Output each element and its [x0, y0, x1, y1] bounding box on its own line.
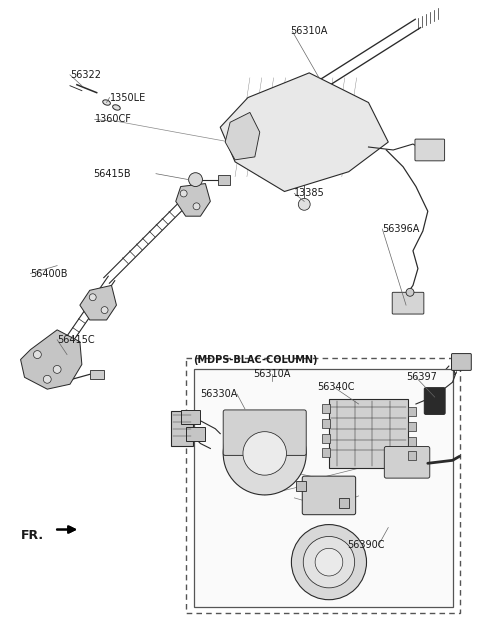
Text: 56322: 56322 — [70, 70, 101, 80]
Polygon shape — [80, 286, 117, 320]
Text: 13385: 13385 — [294, 188, 325, 198]
Circle shape — [291, 525, 367, 600]
Bar — [322, 404, 330, 413]
Bar — [322, 434, 330, 443]
Text: 1350LE: 1350LE — [109, 93, 146, 102]
Circle shape — [101, 307, 108, 314]
FancyBboxPatch shape — [424, 388, 445, 415]
Text: FR.: FR. — [21, 529, 44, 542]
Circle shape — [89, 294, 96, 301]
Bar — [408, 452, 416, 460]
FancyBboxPatch shape — [384, 446, 430, 478]
Circle shape — [315, 548, 343, 576]
Circle shape — [243, 432, 287, 475]
Polygon shape — [21, 330, 82, 389]
Text: 56330A: 56330A — [201, 389, 238, 399]
Bar — [186, 357, 460, 612]
Bar — [322, 419, 330, 428]
Circle shape — [180, 190, 187, 197]
Text: 56400B: 56400B — [30, 268, 68, 279]
Text: (MDPS-BLAC-COLUMN): (MDPS-BLAC-COLUMN) — [193, 354, 318, 364]
Bar — [296, 481, 306, 491]
Ellipse shape — [113, 105, 120, 110]
Circle shape — [406, 288, 414, 296]
FancyBboxPatch shape — [452, 354, 471, 370]
Circle shape — [189, 173, 203, 186]
FancyBboxPatch shape — [392, 293, 424, 314]
Circle shape — [298, 198, 310, 211]
Bar — [408, 407, 416, 416]
Text: 1360CF: 1360CF — [95, 114, 132, 124]
Bar — [193, 370, 453, 607]
Bar — [186, 427, 205, 441]
Text: 56310A: 56310A — [253, 370, 290, 379]
Ellipse shape — [103, 100, 110, 105]
Polygon shape — [220, 73, 388, 191]
FancyBboxPatch shape — [415, 139, 444, 161]
Text: 56397: 56397 — [406, 372, 437, 382]
Bar — [322, 448, 330, 457]
Text: 56415B: 56415B — [93, 169, 131, 179]
Circle shape — [303, 536, 355, 588]
Polygon shape — [225, 113, 260, 160]
Circle shape — [34, 350, 41, 359]
Bar — [408, 436, 416, 445]
Bar — [408, 422, 416, 431]
Circle shape — [223, 412, 306, 495]
FancyBboxPatch shape — [223, 410, 306, 455]
Text: 56310A: 56310A — [290, 26, 328, 36]
Bar — [171, 411, 192, 445]
Bar — [180, 410, 201, 424]
Bar — [90, 370, 104, 379]
Polygon shape — [176, 184, 210, 216]
Text: 56415C: 56415C — [57, 335, 95, 345]
Circle shape — [53, 366, 61, 373]
Bar — [339, 498, 349, 508]
Text: 56396A: 56396A — [383, 224, 420, 234]
Bar — [218, 175, 230, 184]
Circle shape — [43, 375, 51, 384]
Circle shape — [193, 203, 200, 210]
FancyBboxPatch shape — [302, 476, 356, 515]
Text: 56340C: 56340C — [317, 382, 355, 392]
Bar — [329, 399, 408, 468]
Text: 56390C: 56390C — [347, 541, 384, 550]
